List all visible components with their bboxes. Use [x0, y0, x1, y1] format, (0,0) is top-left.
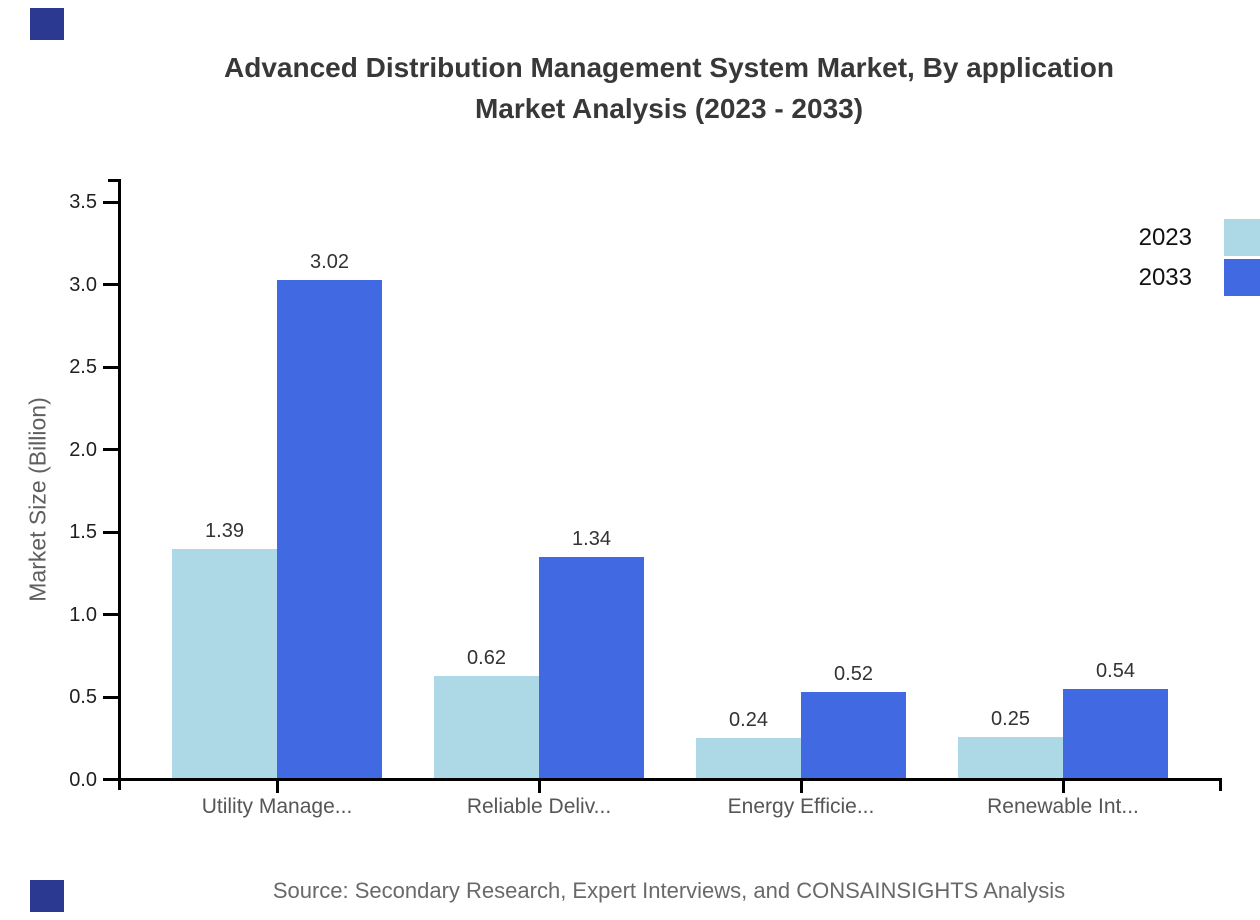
legend-swatch-2033: [1224, 259, 1260, 296]
chart-title-line2: Market Analysis (2023 - 2033): [474, 93, 864, 124]
value-label-2033-reliable-deliv: 1.34: [572, 528, 611, 550]
value-label-2033-renewable-int: 0.54: [1096, 660, 1135, 682]
legend-swatch-2023: [1224, 219, 1260, 256]
y-axis-spine: [118, 179, 121, 790]
brand-corner-square-top: [30, 8, 64, 40]
value-label-2033-utility-manage: 3.02: [310, 251, 349, 273]
y-tick-label-1.0: 1.0: [69, 603, 97, 626]
x-tick-renewable-int: [1061, 781, 1065, 793]
bar-2023-utility-manage: [172, 549, 277, 778]
value-label-2023-utility-manage: 1.39: [205, 520, 244, 542]
y-tick-0.0: [103, 778, 118, 781]
chart-title-line1: Advanced Distribution Management System …: [224, 52, 1114, 83]
bar-2023-reliable-deliv: [434, 676, 539, 778]
bar-2033-reliable-deliv: [539, 557, 644, 778]
x-tick-energy-efficie: [799, 781, 803, 793]
x-tick-utility-manage: [275, 781, 279, 793]
y-tick-2.0: [103, 448, 118, 451]
category-label-energy-efficie: Energy Efficie...: [727, 795, 875, 818]
category-label-reliable-deliv: Reliable Deliv...: [466, 795, 612, 818]
source-text: Source: Secondary Research, Expert Inter…: [272, 878, 1066, 903]
y-tick-label-0.0: 0.0: [69, 768, 97, 791]
bar-2033-renewable-int: [1063, 689, 1168, 778]
x-axis-end-cap: [1219, 778, 1222, 791]
y-axis-top-cap: [108, 179, 121, 182]
value-label-2023-energy-efficie: 0.24: [729, 709, 768, 731]
bar-2023-energy-efficie: [696, 738, 801, 778]
brand-corner-square-bottom: [30, 880, 64, 912]
y-tick-label-3.5: 3.5: [69, 191, 97, 213]
y-tick-label-1.5: 1.5: [69, 521, 97, 543]
bar-2023-renewable-int: [958, 737, 1063, 778]
chart-title: Advanced Distribution Management System …: [0, 47, 1260, 129]
legend-label-2033: 2033: [1138, 264, 1192, 291]
y-tick-label-2.5: 2.5: [69, 356, 97, 378]
y-tick-label-0.5: 0.5: [69, 686, 97, 708]
y-tick-3.0: [103, 283, 118, 286]
category-label-utility-manage: Utility Manage...: [201, 795, 353, 818]
bar-2033-energy-efficie: [801, 692, 906, 778]
y-tick-3.5: [103, 200, 118, 204]
y-tick-label-3.0: 3.0: [69, 273, 97, 296]
x-tick-reliable-deliv: [537, 781, 541, 793]
category-label-renewable-int: Renewable Int...: [987, 795, 1139, 818]
value-label-2033-energy-efficie: 0.52: [834, 663, 873, 685]
legend-label-2023: 2023: [1138, 224, 1192, 251]
y-tick-0.5: [103, 695, 118, 699]
bar-2033-utility-manage: [277, 280, 382, 778]
value-label-2023-reliable-deliv: 0.62: [467, 647, 506, 669]
y-tick-label-2.0: 2.0: [69, 438, 97, 461]
y-tick-2.5: [103, 365, 118, 369]
value-label-2023-renewable-int: 0.25: [991, 708, 1030, 730]
y-tick-1.0: [103, 613, 118, 616]
x-axis-spine: [108, 778, 1222, 781]
y-tick-1.5: [103, 530, 118, 534]
